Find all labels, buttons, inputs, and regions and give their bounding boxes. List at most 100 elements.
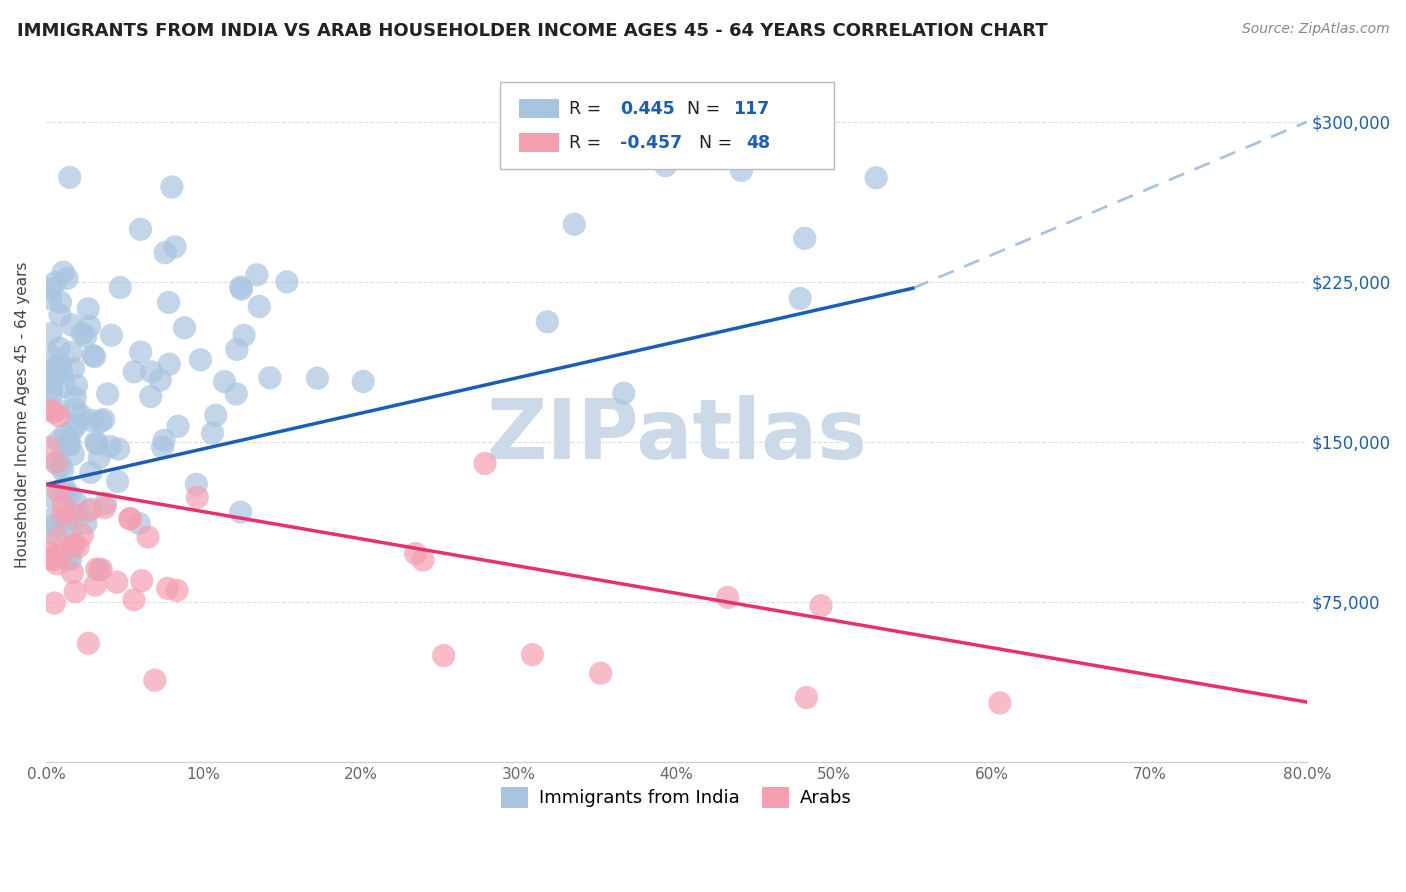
Point <box>93 500 115 515</box>
Point <box>233 328 256 343</box>
Point <box>474 457 496 471</box>
Point <box>52 508 75 523</box>
Point <box>45 359 67 373</box>
Point <box>41 381 63 395</box>
Point <box>84 578 107 592</box>
Point <box>98 439 121 453</box>
Point <box>63 493 86 508</box>
Point <box>654 159 676 173</box>
Point <box>72 528 94 542</box>
Point <box>48 434 70 448</box>
Point <box>97 387 120 401</box>
Point <box>247 300 270 314</box>
Text: 48: 48 <box>745 134 770 152</box>
Point <box>51 366 73 380</box>
Text: N =: N = <box>699 134 738 152</box>
Point <box>93 412 115 426</box>
Point <box>226 343 249 357</box>
Point <box>796 690 818 705</box>
Point <box>352 375 374 389</box>
Point <box>45 456 67 470</box>
Point <box>59 437 82 451</box>
Point <box>70 326 93 341</box>
Point <box>41 387 63 401</box>
Point <box>38 551 60 566</box>
Point <box>141 365 163 379</box>
Point <box>190 352 212 367</box>
Point <box>77 301 100 316</box>
Point <box>865 170 887 185</box>
Point <box>153 434 176 448</box>
Point <box>276 275 298 289</box>
Point <box>139 390 162 404</box>
Point <box>66 417 89 432</box>
Point <box>204 409 226 423</box>
Point <box>70 409 93 423</box>
Point <box>42 519 65 533</box>
Point <box>48 341 70 355</box>
Point <box>60 318 83 332</box>
Point <box>131 574 153 588</box>
Point <box>229 280 252 294</box>
Point <box>77 636 100 650</box>
Point <box>56 513 79 527</box>
Point <box>118 512 141 526</box>
Point <box>136 530 159 544</box>
Point <box>38 402 60 417</box>
Point <box>225 387 247 401</box>
Point <box>214 375 236 389</box>
Point <box>77 503 100 517</box>
Point <box>39 326 62 341</box>
Point <box>173 320 195 334</box>
Point <box>89 450 111 465</box>
Point <box>152 440 174 454</box>
Point <box>120 512 142 526</box>
Point <box>83 350 105 364</box>
Point <box>86 437 108 451</box>
Point <box>49 359 72 373</box>
Point <box>46 532 69 546</box>
Point <box>229 505 252 519</box>
Point <box>39 292 62 306</box>
Point <box>157 357 180 371</box>
Point <box>988 696 1011 710</box>
Point <box>80 413 103 427</box>
Point <box>53 427 76 442</box>
Point <box>536 315 558 329</box>
Point <box>45 557 67 571</box>
Point <box>39 349 62 363</box>
Point <box>89 563 111 577</box>
Point <box>52 485 75 500</box>
Point <box>90 414 112 428</box>
Text: 0.445: 0.445 <box>620 100 675 118</box>
Point <box>44 365 66 379</box>
Point <box>107 475 129 489</box>
Point <box>143 673 166 688</box>
Text: R =: R = <box>569 100 607 118</box>
Text: 117: 117 <box>733 100 769 118</box>
Point <box>65 391 87 405</box>
Point <box>46 403 69 417</box>
Point <box>49 458 72 473</box>
Point <box>75 516 97 531</box>
Point <box>156 582 179 596</box>
Point <box>56 271 79 285</box>
Point <box>84 434 107 449</box>
Point <box>186 491 208 505</box>
Point <box>259 370 281 384</box>
Point <box>65 378 87 392</box>
Point <box>44 276 66 290</box>
Point <box>59 170 82 185</box>
Point <box>80 466 103 480</box>
Point <box>412 553 434 567</box>
Point <box>105 575 128 590</box>
Point <box>186 477 208 491</box>
Point <box>59 529 82 543</box>
Point <box>163 240 186 254</box>
Point <box>52 265 75 279</box>
Point <box>167 419 190 434</box>
Point <box>63 538 86 552</box>
Point <box>56 436 79 450</box>
Point <box>793 231 815 245</box>
Point <box>62 423 84 437</box>
